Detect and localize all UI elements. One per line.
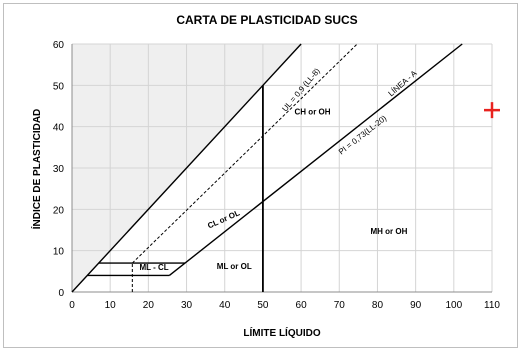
x-tick-label: 40 (219, 300, 231, 311)
line-label: LÍNEA - A (386, 68, 419, 98)
line-label: PI = 0,73(LL-20) (337, 113, 389, 156)
y-tick-label: 50 (53, 81, 65, 92)
zone-label: ML or OL (217, 262, 252, 271)
series-line (168, 43, 463, 277)
y-tick-label: 10 (53, 247, 65, 258)
x-tick-label: 90 (410, 300, 422, 311)
x-tick-label: 20 (143, 300, 155, 311)
x-tick-label: 50 (257, 300, 269, 311)
y-tick-label: 60 (53, 40, 65, 51)
y-axis-title: ÍNDICE DE PLASTICIDAD (30, 109, 43, 230)
x-tick-label: 80 (372, 300, 384, 311)
chart-title: CARTA DE PLASTICIDAD SUCS (176, 13, 357, 27)
x-tick-label: 70 (334, 300, 346, 311)
y-tick-label: 0 (58, 288, 64, 299)
x-tick-label: 10 (105, 300, 117, 311)
y-tick-label: 40 (53, 123, 65, 134)
zone-label: CH or OH (295, 107, 331, 116)
zone-label: MH or OH (370, 227, 407, 236)
x-tick-label: 30 (181, 300, 193, 311)
y-tick-label: 30 (53, 164, 65, 175)
zone-label: CL or OL (206, 208, 241, 230)
x-tick-label: 0 (69, 300, 75, 311)
x-tick-label: 110 (484, 300, 500, 311)
y-tick-label: 20 (53, 205, 65, 216)
plot-area: 0 10 20 30 40 50 60 70 80 90 100 110 0 10 20 30 40 50 60 CH… (53, 40, 501, 311)
series-line (131, 43, 358, 264)
x-axis-title: LÍMITE LÍQUIDO (243, 326, 320, 339)
x-tick-label: 100 (445, 300, 462, 311)
zone-label: ML - CL (139, 263, 168, 272)
x-tick-label: 60 (296, 300, 308, 311)
